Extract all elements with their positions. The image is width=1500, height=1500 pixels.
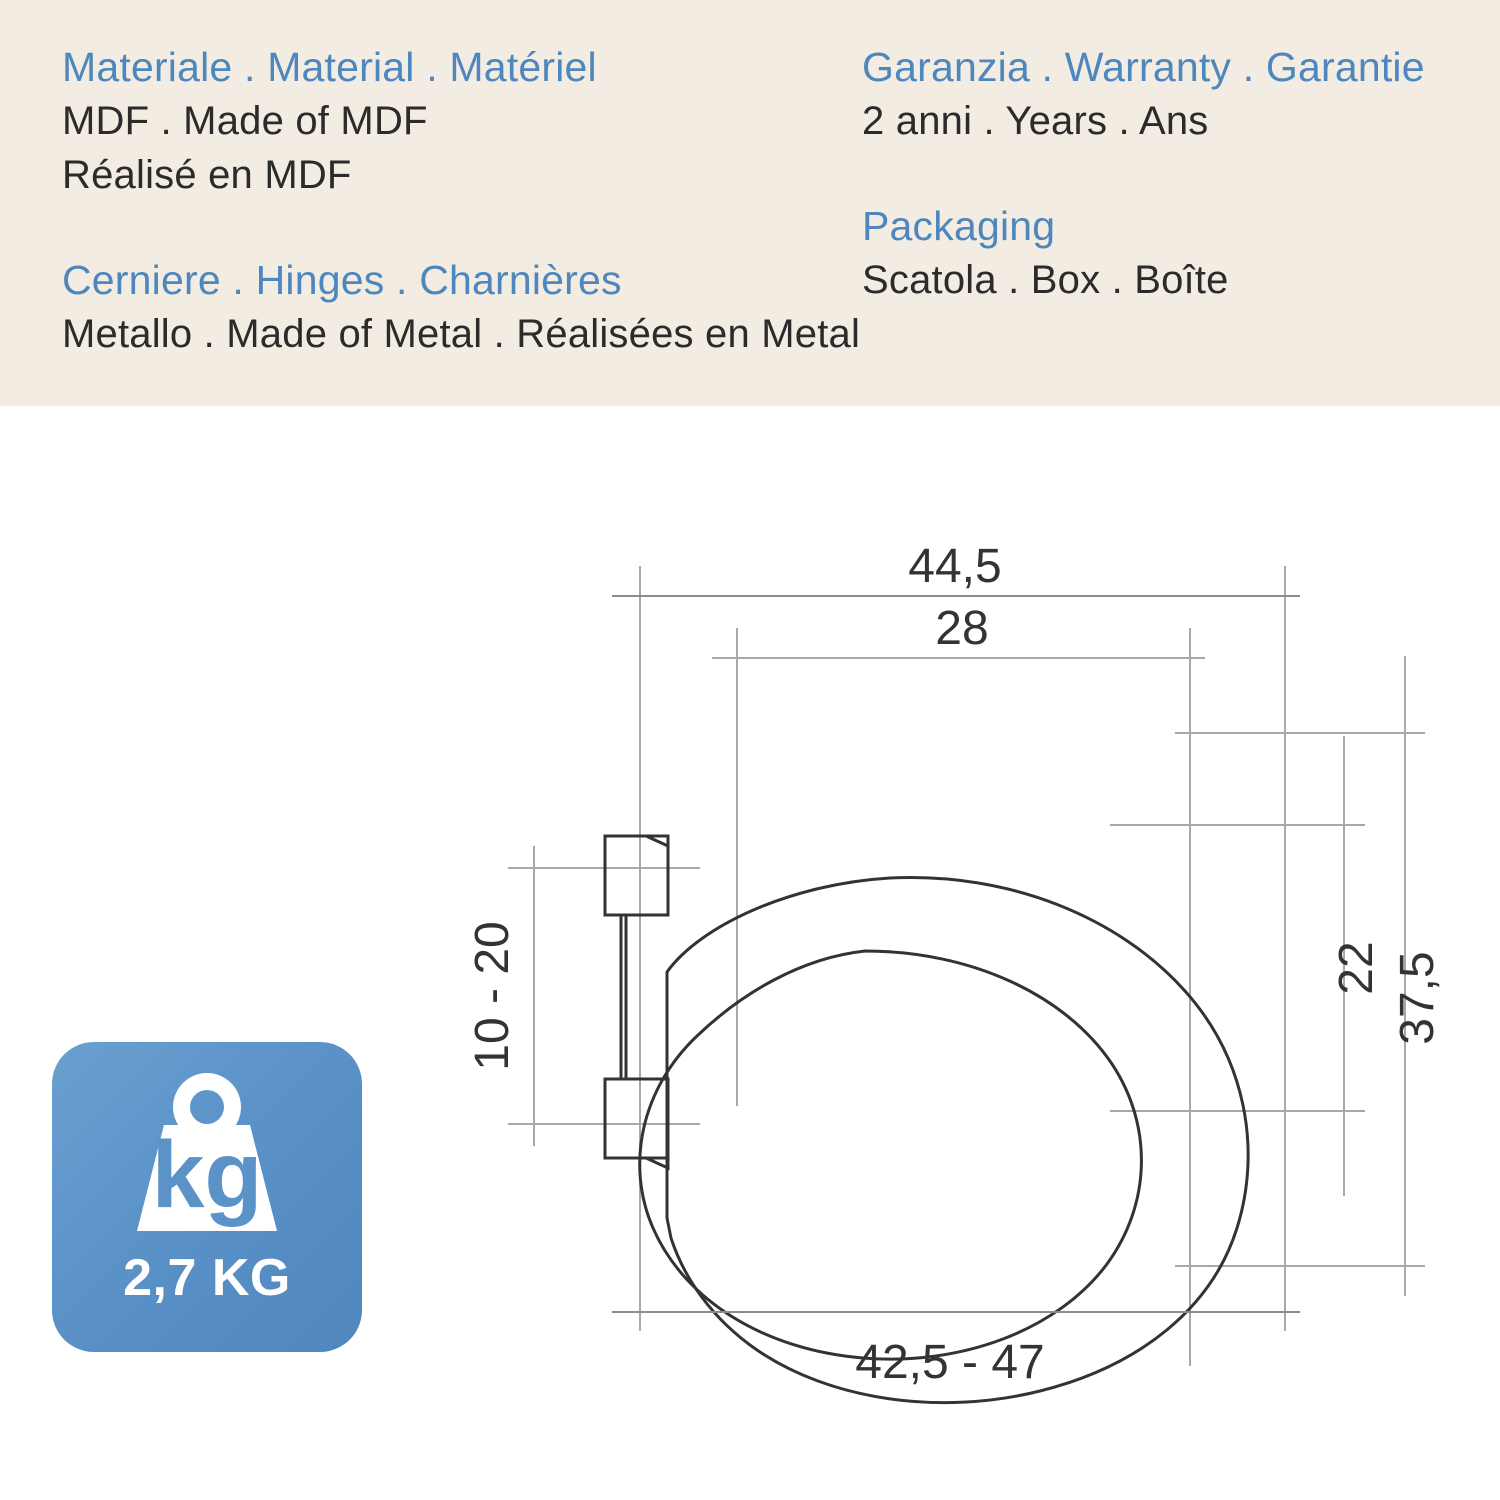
spec-group-warranty: Garanzia . Warranty . Garantie 2 anni . … bbox=[862, 0, 1482, 148]
dimension-label-22: 22 bbox=[1330, 941, 1383, 994]
dimension-label-44-5: 44,5 bbox=[908, 540, 1001, 593]
weight-value-label: 2,7 KG bbox=[123, 1249, 291, 1307]
dimension-label-10-20: 10 - 20 bbox=[466, 921, 519, 1070]
spec-value-hinges-line1: Metallo . Made of Metal . Réalisées en M… bbox=[62, 312, 861, 356]
dimension-width-overall: 44,5 bbox=[612, 540, 1300, 597]
spec-column-right: Garanzia . Warranty . Garantie 2 anni . … bbox=[862, 0, 1482, 307]
dimension-length-range: 42,5 - 47 bbox=[612, 1311, 1300, 1389]
spec-heading-hinges: Cerniere . Hinges . Charnières bbox=[62, 257, 622, 303]
weight-kg-icon: kg bbox=[137, 1073, 277, 1231]
weight-badge: kg 2,7 KG bbox=[52, 1042, 362, 1352]
dimension-label-42-5-47: 42,5 - 47 bbox=[855, 1336, 1044, 1389]
spec-heading-warranty: Garanzia . Warranty . Garantie bbox=[862, 44, 1425, 90]
dimension-label-28: 28 bbox=[935, 602, 988, 655]
spec-value-material-line1: MDF . Made of MDF bbox=[62, 99, 428, 143]
construction-lines bbox=[508, 566, 1425, 1366]
spec-heading-packaging: Packaging bbox=[862, 203, 1056, 249]
dimension-label-37-5: 37,5 bbox=[1391, 951, 1444, 1044]
dimension-hinge-spacing: 10 - 20 bbox=[466, 921, 519, 1070]
technical-drawing: 44,5 28 10 - 20 22 37,5 42,5 - 47 bbox=[0, 406, 1500, 1500]
spec-panel: Materiale . Material . Matériel MDF . Ma… bbox=[0, 0, 1500, 406]
dimension-depth-inner: 22 bbox=[1330, 941, 1383, 994]
spec-value-warranty-line1: 2 anni . Years . Ans bbox=[862, 99, 1209, 143]
dimension-width-inner: 28 bbox=[712, 602, 1205, 659]
svg-text:kg: kg bbox=[152, 1122, 263, 1228]
spec-value-packaging-line1: Scatola . Box . Boîte bbox=[862, 258, 1229, 302]
spec-value-material-line2: Réalisé en MDF bbox=[62, 153, 352, 197]
spec-column-left: Materiale . Material . Matériel MDF . Ma… bbox=[62, 0, 861, 361]
spec-heading-material: Materiale . Material . Matériel bbox=[62, 44, 597, 90]
spec-group-packaging: Packaging Scatola . Box . Boîte bbox=[862, 148, 1482, 307]
spec-group-hinges: Cerniere . Hinges . Charnières Metallo .… bbox=[62, 202, 861, 361]
hinge-assembly bbox=[603, 834, 670, 1171]
seat-outline bbox=[638, 875, 1250, 1405]
dimension-depth-overall: 37,5 bbox=[1391, 951, 1444, 1044]
spec-group-material: Materiale . Material . Matériel MDF . Ma… bbox=[62, 0, 822, 202]
